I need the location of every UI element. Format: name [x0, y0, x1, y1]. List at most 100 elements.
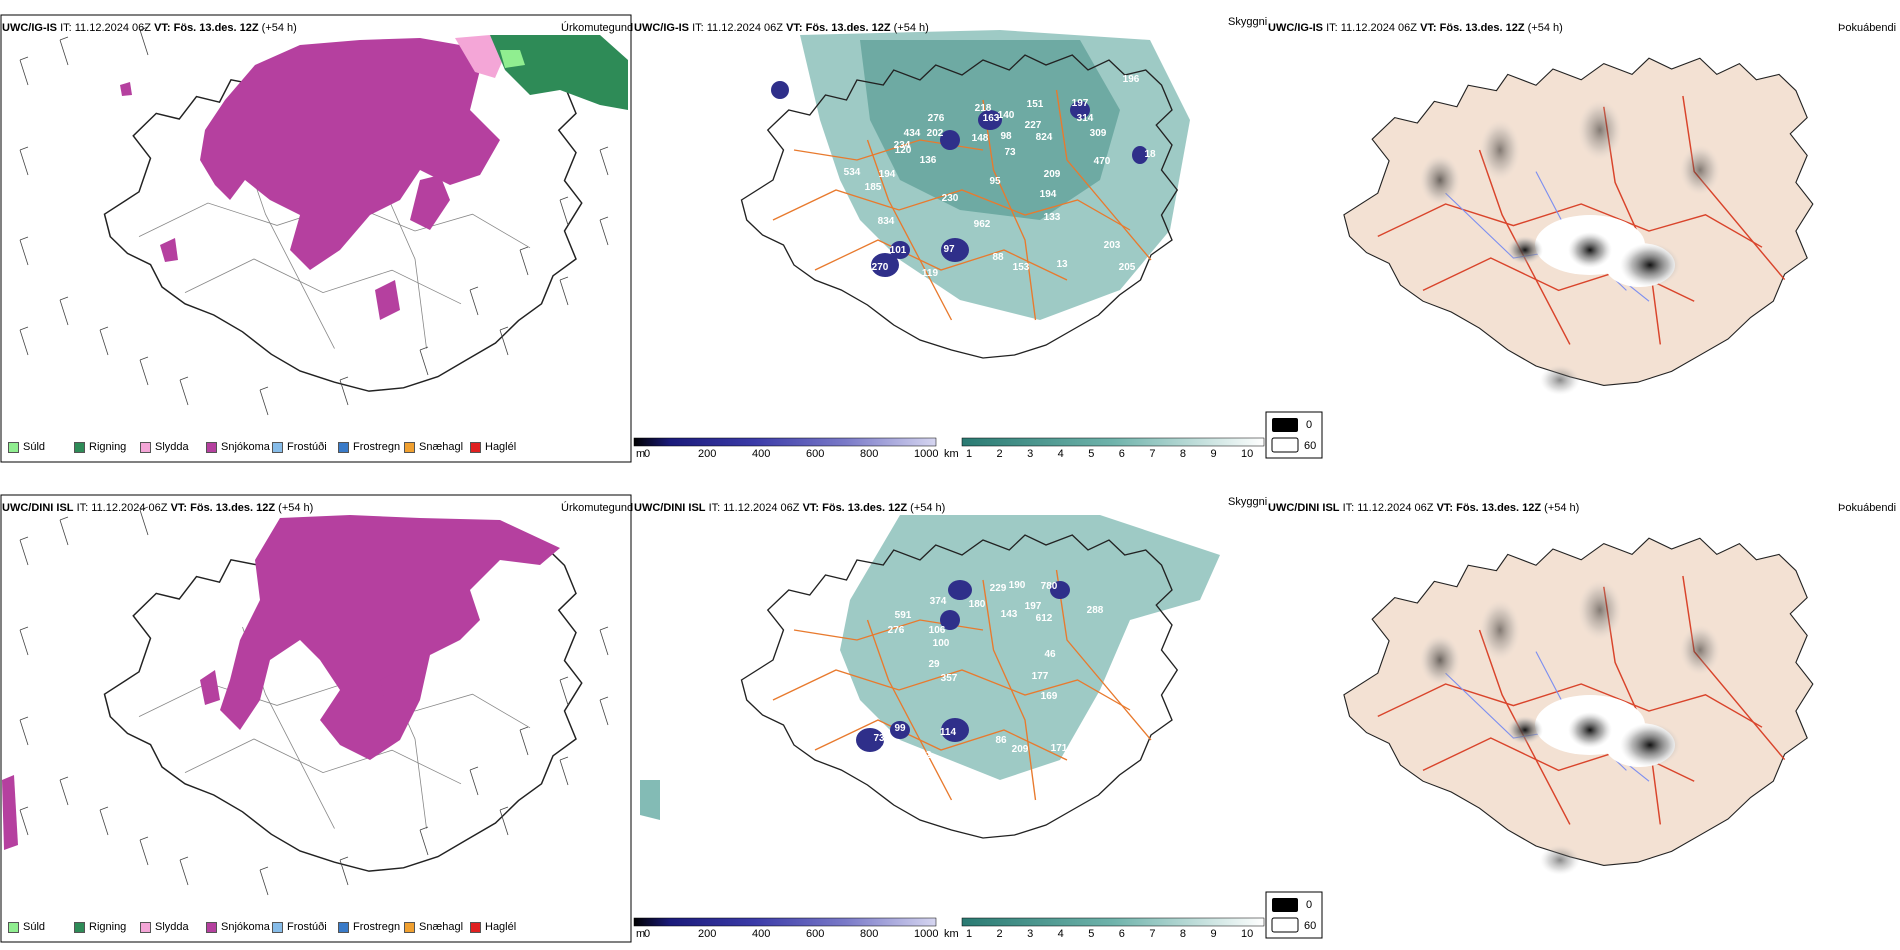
cloud-base-peak-label: 230	[942, 193, 959, 204]
cloud-base-peak-label: 190	[1009, 580, 1026, 591]
cloud-base-peak-label: 114	[940, 727, 957, 738]
cloud-base-tick: 800	[860, 448, 878, 460]
cloud-base-peak-label: 612	[1036, 613, 1053, 624]
cloud-base-peak-label: 73	[1004, 147, 1016, 158]
visibility-tick: 1	[966, 928, 972, 940]
cloud-base-colorbar-top	[634, 438, 936, 446]
cloud-base-peak-label: 209	[1044, 169, 1061, 180]
cloud-base-peak-label: 309	[1090, 128, 1107, 139]
cloud-base-peak-label: 180	[969, 599, 986, 610]
visibility-colorbar-bottom	[962, 918, 1264, 926]
cloud-base-peak-label: 140	[998, 110, 1015, 121]
legend-label: Haglél	[485, 441, 516, 453]
visibility-tick: 5	[1088, 448, 1094, 460]
fog-index-map-top	[1344, 58, 1813, 395]
legend-label: Rigning	[89, 921, 126, 933]
legend-swatch	[206, 442, 217, 453]
cloud-base-peak-label: 12	[920, 750, 932, 761]
visibility-tick: 1	[966, 448, 972, 460]
cloud-base-peak-label: 204	[825, 223, 842, 234]
label-fog-bottom: Þokuábendi	[1838, 502, 1896, 515]
cloud-base-peak-label: 101	[890, 245, 907, 256]
map-canvas: 196151 197218163276 140 314227824 309434 202 9…	[0, 0, 1900, 950]
fog-label-0-bottom: 0	[1306, 899, 1312, 911]
cloud-base-peak-label: 148	[972, 133, 989, 144]
cloud-base-peak-label: 153	[1013, 262, 1030, 273]
visibility-tick: 3	[1027, 448, 1033, 460]
visibility-tick: 10	[1241, 448, 1253, 460]
legend-swatch	[8, 922, 19, 933]
cloud-base-peak-label: 70	[847, 758, 859, 769]
legend-swatch	[470, 442, 481, 453]
visibility-unit-bottom: km	[944, 928, 959, 940]
legend-swatch	[8, 442, 19, 453]
legend-swatch	[206, 922, 217, 933]
legend-item-3: Snjókoma	[206, 441, 270, 453]
cloud-base-peak-label: 314	[1077, 113, 1094, 124]
cloud-base-peak-label: 143	[1001, 609, 1018, 620]
legend-swatch	[272, 442, 283, 453]
header-cloud-top: UWC/IG-IS IT: 11.12.2024 06Z VT: Fös. 13…	[634, 22, 929, 35]
cloud-base-peak-label: 136	[920, 155, 937, 166]
legend-label: Frostúði	[287, 921, 327, 933]
legend-swatch	[404, 442, 415, 453]
cloud-base-peak-label: 82	[880, 745, 892, 756]
fog-label-0-top: 0	[1306, 419, 1312, 431]
cloud-base-peak-label: 119	[922, 268, 939, 279]
header-cloud-bottom: UWC/DINI ISL IT: 11.12.2024 06Z VT: Fös.…	[634, 502, 945, 515]
fog-swatch-60-top	[1272, 438, 1298, 452]
legend-item-7: Haglél	[470, 441, 516, 453]
cloud-base-peak-label: 276	[928, 113, 945, 124]
cloud-base-peak-label: 185	[865, 182, 882, 193]
precip-legend-top: Súld Rigning Slydda Snjókoma Frostúði Frostre…	[8, 441, 628, 457]
legend-item-0: Súld	[8, 921, 45, 933]
cloud-base-peak-label: 434	[904, 128, 921, 139]
label-precip-type-bottom: Úrkomutegund	[561, 502, 633, 515]
cloud-base-peak-label: 470	[1094, 156, 1111, 167]
cloud-base-peak-label: 133	[1044, 212, 1061, 223]
cloud-base-peak-label: 197	[1025, 601, 1042, 612]
cloud-base-peak-label: 87	[849, 271, 861, 282]
cloud-base-tick: 200	[698, 928, 716, 940]
fog-index-map-bottom	[1344, 538, 1813, 875]
legend-label: Snjókoma	[221, 441, 270, 453]
legend-swatch	[140, 442, 151, 453]
legend-label: Frostregn	[353, 441, 400, 453]
fog-swatch-0-top	[1272, 418, 1298, 432]
cloud-base-peak-label: 194	[879, 169, 896, 180]
legend-label: Rigning	[89, 441, 126, 453]
cloud-base-tick: 600	[806, 448, 824, 460]
cloud-base-peak-label: 13	[1056, 259, 1068, 270]
cloud-base-peak-label: 205	[1119, 262, 1136, 273]
legend-label: Frostúði	[287, 441, 327, 453]
visibility-tick: 6	[1119, 928, 1125, 940]
cloud-base-peak-label: 98	[1000, 131, 1012, 142]
cloud-base-peak-label: 251	[1102, 720, 1119, 731]
cloud-base-peak-label: 95	[989, 176, 1001, 187]
visibility-tick: 7	[1149, 928, 1155, 940]
legend-item-7: Haglél	[470, 921, 516, 933]
cloud-base-peak-label: 169	[1041, 691, 1058, 702]
cloud-base-peak-label: 534	[844, 167, 861, 178]
label-cloud-top: Skyggni	[1228, 16, 1267, 29]
cloud-base-peak-label: 100	[933, 638, 950, 649]
legend-swatch	[74, 442, 85, 453]
visibility-colorbar-top	[962, 438, 1264, 446]
fog-swatch-0-bottom	[1272, 898, 1298, 912]
cloud-base-peak-label: 227	[1025, 120, 1042, 131]
legend-item-3: Snjókoma	[206, 921, 270, 933]
legend-swatch	[404, 922, 415, 933]
visibility-tick: 5	[1088, 928, 1094, 940]
legend-item-5: Frostregn	[338, 921, 400, 933]
legend-item-1: Rigning	[74, 921, 126, 933]
cloud-base-tick: 1000	[914, 928, 938, 940]
cloud-base-peak-label: 203	[1104, 240, 1121, 251]
visibility-tick: 8	[1180, 928, 1186, 940]
legend-label: Slydda	[155, 441, 189, 453]
cloud-base-peak-label: 99	[894, 723, 906, 734]
header-fog-bottom: UWC/DINI ISL IT: 11.12.2024 06Z VT: Fös.…	[1268, 502, 1579, 515]
precip-legend-bottom: Súld Rigning Slydda Snjókoma Frostúði Frostre…	[8, 921, 628, 937]
visibility-tick: 6	[1119, 448, 1125, 460]
visibility-tick: 2	[997, 928, 1003, 940]
legend-label: Slydda	[155, 921, 189, 933]
